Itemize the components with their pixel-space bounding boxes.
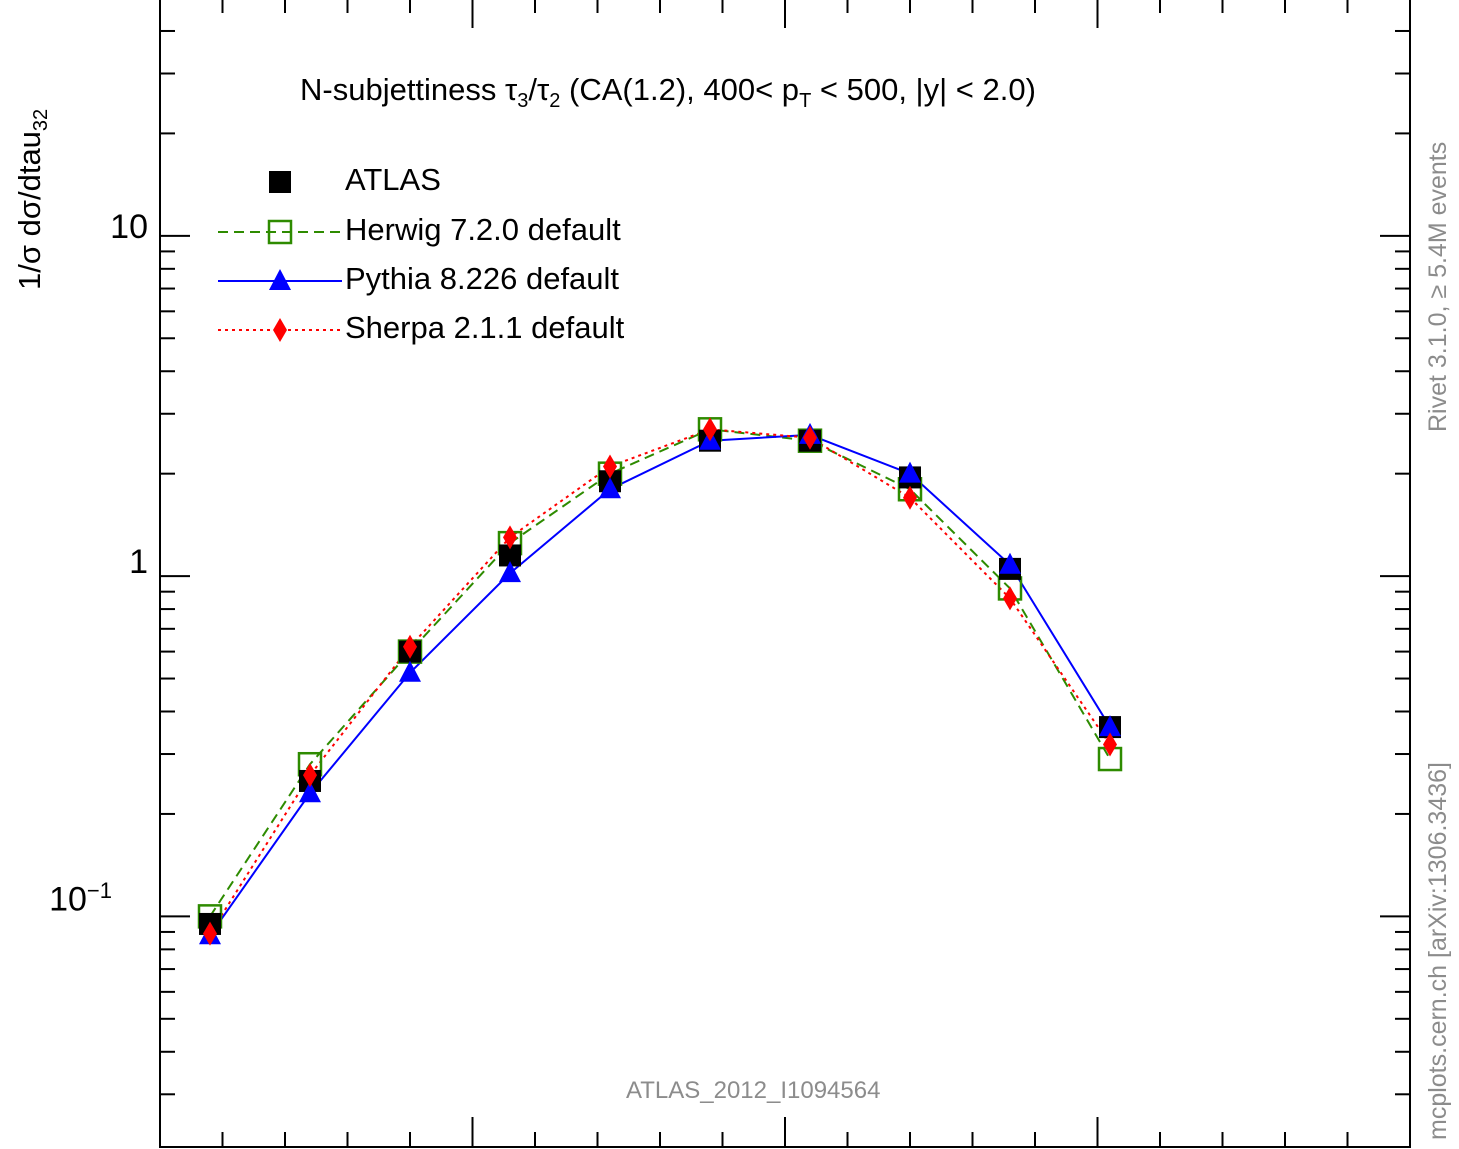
data-point-2-8 [999, 552, 1021, 574]
data-point-3-2 [403, 634, 417, 659]
data-point-3-4 [603, 454, 617, 479]
data-point-3-8 [1003, 586, 1017, 611]
legend-marker-0 [269, 171, 291, 193]
chart-title: N-subjettiness τ3/τ2 (CA(1.2), 400< pT <… [300, 72, 1036, 113]
series-line-3 [209, 428, 1111, 935]
legend-label-herwig: Herwig 7.2.0 default [345, 212, 621, 247]
analysis-reference-label: ATLAS_2012_I1094564 [626, 1077, 881, 1104]
legend-marks [218, 171, 342, 342]
rivet-events-label: Rivet 3.1.0, ≥ 5.4M events [1424, 141, 1452, 432]
series-lines [209, 428, 1111, 936]
legend-label-pythia: Pythia 8.226 default [345, 261, 620, 296]
y-tick-label-1: 1 [129, 543, 148, 581]
legend-label-sherpa: Sherpa 2.1.1 default [345, 310, 625, 345]
series-markers [197, 417, 1123, 946]
data-point-2-3 [499, 561, 521, 583]
data-point-3-1 [303, 763, 317, 788]
data-point-3-7 [903, 485, 917, 510]
y-tick-label-10: 10 [110, 208, 148, 246]
legend-marker-2 [269, 269, 291, 290]
series-line-2 [209, 433, 1111, 936]
y-axis-label: 1/σ dσ/dtau32 [12, 108, 53, 290]
y-tick-label-0.1: 10−1 [49, 878, 112, 919]
data-point-2-1 [299, 781, 321, 803]
data-point-3-9 [1103, 732, 1117, 757]
series-line-1 [209, 428, 1111, 917]
data-point-3-3 [503, 525, 517, 550]
mcplots-arxiv-label: mcplots.cern.ch [arXiv:1306.3436] [1424, 762, 1452, 1140]
data-point-0-3 [499, 544, 521, 567]
data-point-2-4 [599, 477, 621, 499]
data-point-2-2 [399, 660, 421, 682]
data-point-3-6 [803, 425, 817, 450]
legend-marker-3 [273, 318, 287, 342]
data-point-3-0 [203, 921, 217, 946]
data-point-2-9 [1099, 715, 1121, 737]
axis-ticks [159, 0, 1411, 1147]
legend-marker-1 [267, 219, 293, 245]
data-point-2-7 [899, 461, 921, 483]
legend-label-atlas: ATLAS [345, 162, 441, 197]
data-point-3-5 [703, 417, 717, 442]
